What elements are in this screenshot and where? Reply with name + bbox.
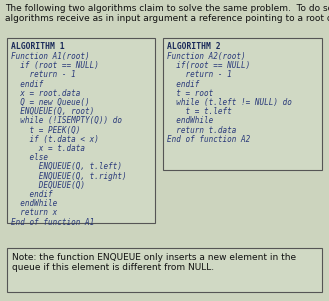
Text: if(root == NULL): if(root == NULL) [167,61,250,70]
Text: else: else [11,153,48,162]
Text: t = root: t = root [167,89,213,98]
Text: t = t.left: t = t.left [167,107,232,116]
Text: The following two algorithms claim to solve the same problem.  To do so, the two: The following two algorithms claim to so… [5,4,329,13]
Text: return t.data: return t.data [167,126,236,135]
Text: End of function A1: End of function A1 [11,218,94,227]
Text: ENQUEUE(Q, t.left): ENQUEUE(Q, t.left) [11,163,122,171]
Text: return - 1: return - 1 [167,70,232,79]
Text: return x: return x [11,208,57,217]
FancyBboxPatch shape [7,248,322,292]
Text: End of function A2: End of function A2 [167,135,250,144]
Text: endif: endif [11,79,43,88]
Text: x = root.data: x = root.data [11,89,80,98]
Text: if (root == NULL): if (root == NULL) [11,61,99,70]
Text: ALGORITHM 1: ALGORITHM 1 [11,42,64,51]
Text: endif: endif [167,79,199,88]
FancyBboxPatch shape [7,38,155,223]
Text: endWhile: endWhile [167,116,213,126]
Text: return - 1: return - 1 [11,70,76,79]
Text: if (t.data < x): if (t.data < x) [11,135,99,144]
Text: Q = new Queue(): Q = new Queue() [11,98,89,107]
Text: ENQUEUE(Q, t.right): ENQUEUE(Q, t.right) [11,172,127,181]
Text: DEQUEUE(Q): DEQUEUE(Q) [11,181,85,190]
Text: endif: endif [11,190,53,199]
Text: Note: the function ENQUEUE only inserts a new element in the
queue if this eleme: Note: the function ENQUEUE only inserts … [12,253,296,272]
Text: Function A2(root): Function A2(root) [167,52,246,61]
FancyBboxPatch shape [163,38,322,170]
Text: x = t.data: x = t.data [11,144,85,153]
Text: algorithms receive as in input argument a reference pointing to a root of a tree: algorithms receive as in input argument … [5,14,329,23]
Text: endWhile: endWhile [11,199,57,208]
Text: while (!ISEMPTY(Q)) do: while (!ISEMPTY(Q)) do [11,116,122,126]
Text: Function A1(root): Function A1(root) [11,52,89,61]
Text: ALGORITHM 2: ALGORITHM 2 [167,42,221,51]
Text: while (t.left != NULL) do: while (t.left != NULL) do [167,98,292,107]
Text: t = PEEK(Q): t = PEEK(Q) [11,126,80,135]
Text: ENQUEUE(Q, root): ENQUEUE(Q, root) [11,107,94,116]
